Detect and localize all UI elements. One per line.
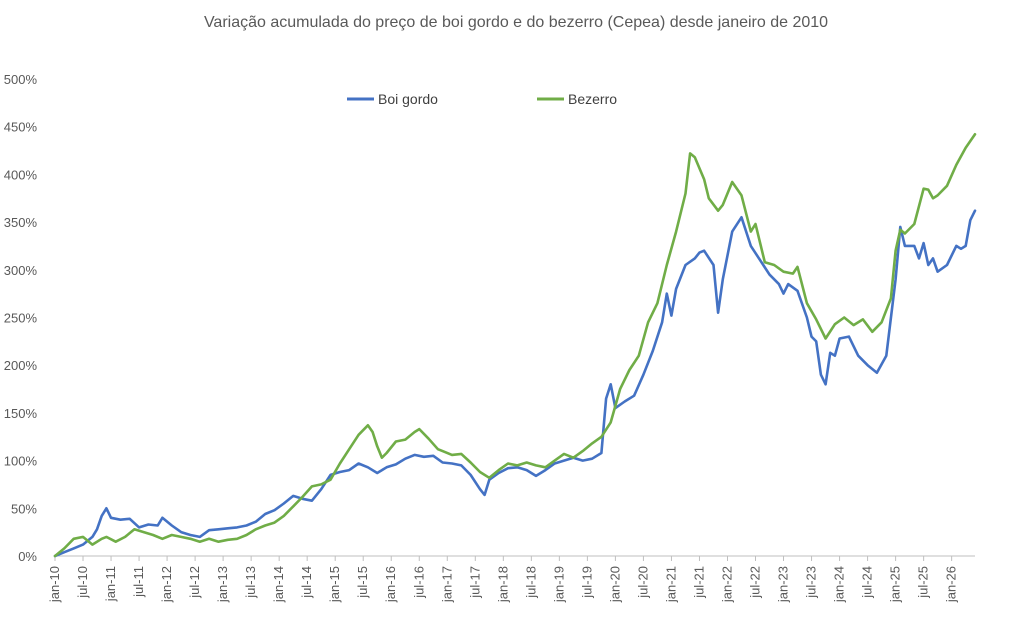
x-tick-label: jan-16 (383, 566, 398, 603)
x-tick-label: jan-22 (719, 566, 734, 603)
x-tick-label: jan-25 (888, 566, 903, 603)
y-tick-label: 0% (18, 549, 37, 564)
x-tick-label: jul-10 (75, 566, 90, 599)
series-line-bezerro (53, 133, 977, 558)
y-tick-label: 400% (4, 167, 38, 182)
x-tick-label: jul-23 (804, 566, 819, 599)
x-tick-label: jan-19 (551, 566, 566, 603)
series-layer (53, 133, 977, 558)
y-tick-label: 250% (4, 311, 38, 326)
x-tick-label: jul-11 (131, 566, 146, 598)
x-tick-label: jul-16 (411, 566, 426, 599)
x-tick-label: jul-20 (635, 566, 650, 599)
y-tick-label: 450% (4, 120, 38, 135)
x-tick-label: jul-18 (523, 566, 538, 599)
x-tick-label: jan-18 (495, 566, 510, 603)
x-tick-label: jul-21 (691, 566, 706, 599)
x-tick-label: jul-13 (243, 566, 258, 599)
x-tick-label: jan-26 (944, 566, 959, 603)
y-tick-label: 50% (11, 501, 37, 516)
y-tick-label: 300% (4, 263, 38, 278)
x-tick-label: jan-14 (271, 566, 286, 603)
y-tick-label: 350% (4, 215, 38, 230)
x-tick-label: jul-17 (467, 566, 482, 599)
legend-label: Boi gordo (378, 91, 438, 107)
series-line-boi-gordo (53, 209, 977, 558)
x-tick-label: jul-24 (860, 566, 875, 599)
y-axis: 0% 50% 100% 150% 200% 250% 300% 350% 400% 450% 500… (4, 72, 38, 564)
x-tick-label: jan-20 (607, 566, 622, 603)
x-tick-label: jan-17 (439, 566, 454, 603)
x-tick-label: jan-11 (103, 566, 118, 602)
x-tick-label: jan-15 (327, 566, 342, 603)
y-tick-label: 200% (4, 358, 38, 373)
x-axis: jan-10 jul-10 jan-11 jul-11 jan-12 jul-12 jan-… (47, 555, 975, 603)
x-tick-label: jan-12 (159, 566, 174, 603)
x-tick-label: jan-24 (832, 566, 847, 603)
x-tick-label: jul-15 (355, 566, 370, 599)
x-tick-label: jul-12 (187, 566, 202, 599)
x-tick-label: jul-14 (299, 566, 314, 599)
legend-label: Bezerro (568, 91, 617, 107)
x-tick-label: jan-21 (663, 566, 678, 603)
x-tick-label: jan-13 (215, 566, 230, 603)
legend: Boi gordo Bezerro (347, 91, 617, 107)
chart-title: Variação acumulada do preço de boi gordo… (204, 14, 828, 31)
x-tick-label: jul-25 (916, 566, 931, 599)
x-tick-label: jul-22 (748, 566, 763, 599)
x-tick-label: jul-19 (579, 566, 594, 599)
x-tick-label: jan-23 (776, 566, 791, 603)
y-tick-label: 500% (4, 72, 38, 87)
y-tick-label: 150% (4, 406, 38, 421)
x-tick-label: jan-10 (47, 566, 62, 603)
y-tick-label: 100% (4, 454, 38, 469)
